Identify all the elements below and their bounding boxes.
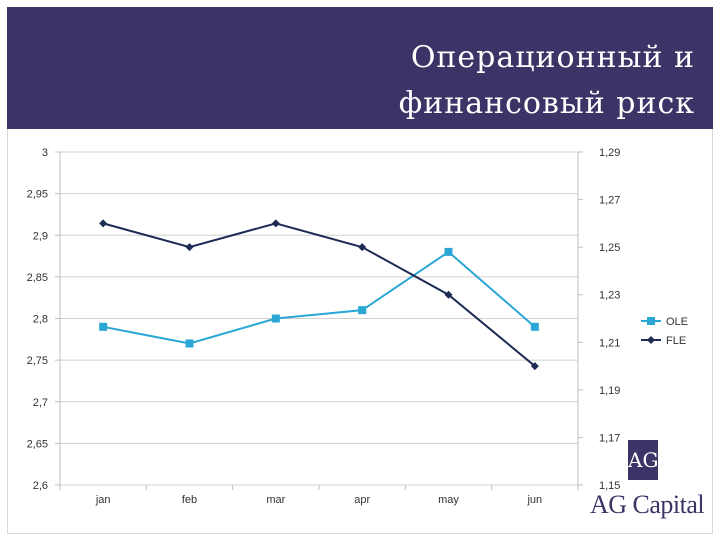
left-tick-label: 2,65 (27, 438, 48, 450)
left-tick-label: 2,7 (33, 397, 48, 409)
legend-label-fle: FLE (666, 335, 686, 347)
right-tick-label: 1,19 (599, 385, 620, 397)
series-line-fle (102, 222, 536, 367)
point-fle (271, 219, 280, 228)
left-tick-label: 2,9 (33, 230, 48, 242)
right-tick-label: 1,17 (599, 432, 620, 444)
right-tick-label: 1,21 (599, 337, 620, 349)
left-tick-label: 2,85 (27, 272, 48, 284)
point-ole (99, 322, 108, 331)
point-ole (444, 247, 453, 256)
right-tick-label: 1,25 (599, 242, 620, 254)
x-tick-label: may (438, 494, 459, 506)
point-ole (185, 339, 194, 348)
left-tick-label: 3 (42, 147, 48, 159)
series-line-ole (102, 250, 536, 345)
point-ole (530, 322, 539, 331)
point-fle (185, 243, 194, 252)
x-tick-label: jan (95, 494, 111, 506)
x-tick-label: mar (266, 494, 285, 506)
right-axis-ticks: 1,29 1,27 1,25 1,23 1,21 1,19 1,17 1,15 (578, 147, 620, 492)
logo-name: AG Capital (590, 490, 705, 519)
x-tick-label: feb (182, 494, 197, 506)
chart-frame (7, 129, 713, 534)
point-fle (530, 362, 539, 371)
right-tick-label: 1,23 (599, 290, 620, 302)
point-ole (271, 314, 280, 323)
legend-marker-fle (647, 336, 655, 344)
legend: OLE FLE (641, 316, 688, 347)
point-fle (444, 290, 453, 299)
x-tick-label: apr (354, 494, 370, 506)
right-tick-label: 1,15 (599, 480, 620, 492)
left-tick-label: 2,8 (33, 314, 48, 326)
point-fle (99, 219, 108, 228)
company-logo: AG AG Capital (590, 440, 705, 520)
legend-label-ole: OLE (666, 316, 688, 328)
title-bar: Операционный и финансовый риск (7, 7, 713, 129)
left-tick-label: 2,95 (27, 189, 48, 201)
left-tick-label: 2,75 (27, 355, 48, 367)
grid-lines (59, 151, 579, 490)
left-tick-label: 2,6 (33, 480, 48, 492)
right-tick-label: 1,27 (599, 195, 620, 207)
x-tick-label: jun (526, 494, 542, 506)
right-tick-label: 1,29 (599, 147, 620, 159)
series-group (99, 219, 539, 371)
point-ole (358, 306, 367, 315)
page-title: Операционный и финансовый риск (398, 40, 695, 121)
legend-marker-ole (647, 317, 655, 325)
x-axis-labels: jan feb mar apr may jun (95, 494, 542, 506)
logo-mark: AG (628, 440, 658, 480)
left-axis-ticks: 3 2,95 2,9 2,85 2,8 2,75 2,7 2,65 2,6 (27, 147, 60, 492)
point-fle (358, 243, 367, 252)
